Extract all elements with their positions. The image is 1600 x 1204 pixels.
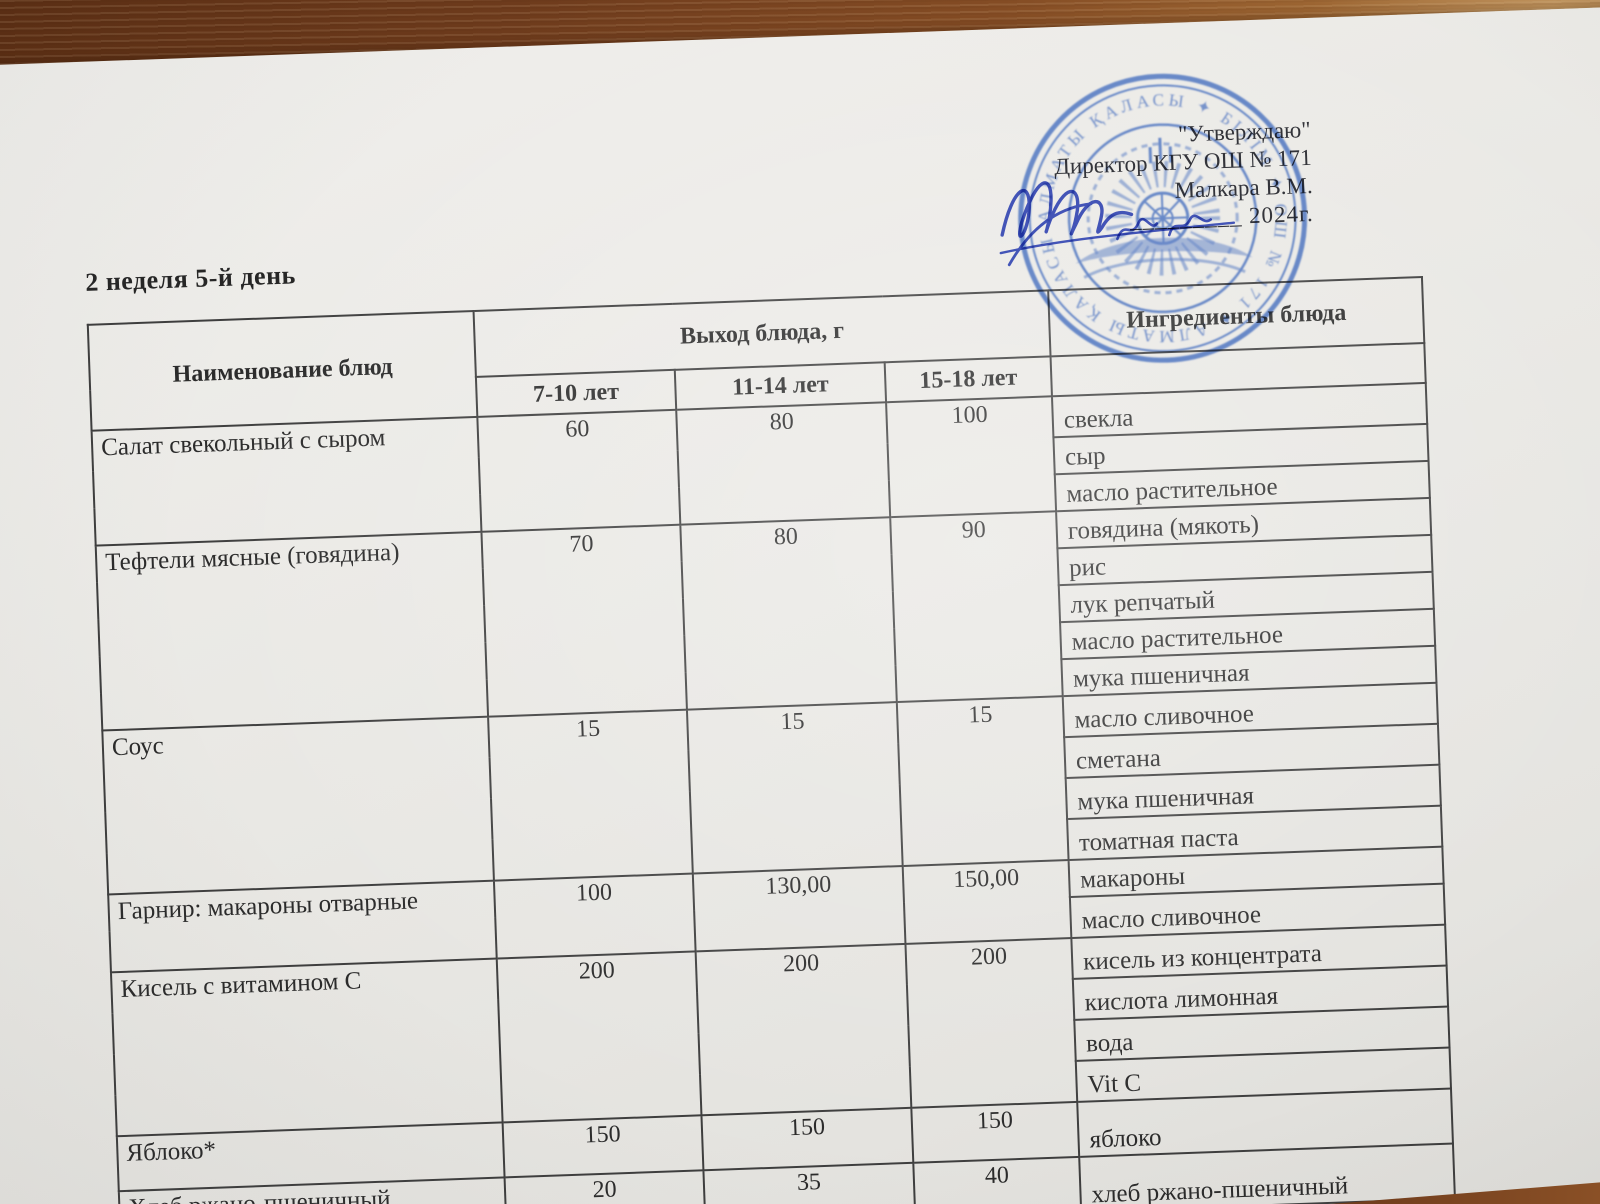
portion-15-18: 90 [890, 511, 1063, 703]
dish-name-cell: Кисель с витамином С [110, 958, 503, 1137]
portion-15-18: 40 [913, 1156, 1082, 1204]
portion-7-10: 200 [496, 951, 702, 1123]
portion-11-14: 130,00 [692, 865, 906, 952]
portion-11-14: 200 [695, 943, 912, 1116]
portion-7-10: 15 [488, 709, 693, 881]
header-dish: Наименование блюд [87, 310, 478, 431]
dish-name-cell: Соус [102, 716, 494, 895]
portion-15-18: 200 [905, 937, 1078, 1108]
signature [999, 181, 1236, 267]
portion-11-14: 150 [701, 1107, 914, 1171]
portion-11-14: 15 [686, 702, 903, 874]
dish-name-cell: Салат свекольный с сыром [91, 416, 482, 546]
portion-7-10: 70 [481, 524, 687, 717]
portion-7-10: 100 [493, 873, 696, 959]
kazakhstan-emblem-icon [1075, 137, 1253, 295]
portion-7-10: 150 [502, 1115, 704, 1178]
portion-7-10: 60 [477, 409, 681, 532]
portion-7-10: 20 [504, 1170, 706, 1204]
page-title: 2 неделя 5-й день [84, 260, 297, 297]
menu-table: Наименование блюд Выход блюда, г Ингреди… [87, 276, 1456, 1204]
dish-name-cell: Тефтели мясные (говядина) [95, 531, 489, 731]
portion-15-18: 150,00 [902, 860, 1072, 944]
portion-15-18: 150 [911, 1101, 1080, 1163]
portion-15-18: 100 [886, 396, 1057, 518]
dish-name-cell: Гарнир: макароны отварные [108, 880, 497, 973]
portion-11-14: 80 [676, 402, 891, 525]
portion-11-14: 80 [680, 517, 897, 710]
portion-15-18: 15 [896, 696, 1069, 866]
portion-11-14: 35 [703, 1162, 916, 1204]
handwritten-date [1116, 214, 1213, 241]
paper-sheet: 2 неделя 5-й день "Утверждаю" Директор К… [0, 5, 1600, 1204]
